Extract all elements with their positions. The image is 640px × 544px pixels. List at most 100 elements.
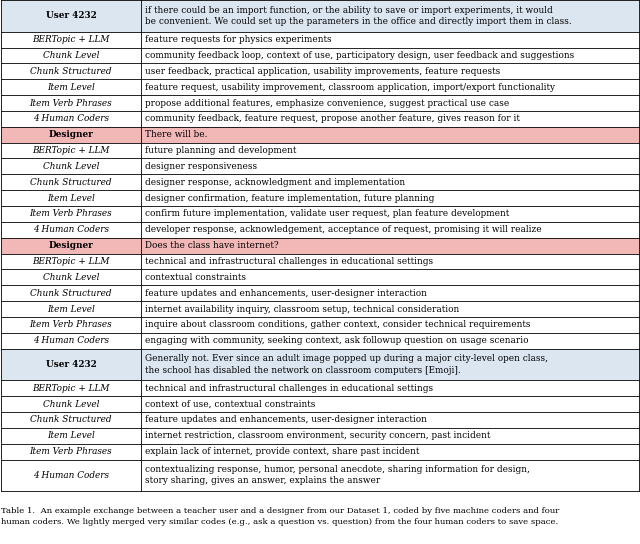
Text: Chunk Level: Chunk Level bbox=[43, 162, 99, 171]
Text: User 4232: User 4232 bbox=[45, 360, 96, 369]
Text: Chunk Structured: Chunk Structured bbox=[30, 67, 111, 76]
Bar bbox=[141, 0, 639, 32]
Bar bbox=[1, 269, 141, 285]
Bar bbox=[141, 349, 639, 380]
Bar bbox=[1, 206, 141, 222]
Text: Item Verb Phrases: Item Verb Phrases bbox=[29, 209, 112, 219]
Bar bbox=[1, 285, 141, 301]
Text: community feedback, feature request, propose another feature, gives reason for i: community feedback, feature request, pro… bbox=[145, 114, 520, 123]
Text: designer responsiveness: designer responsiveness bbox=[145, 162, 257, 171]
Text: feature request, usability improvement, classroom application, import/export fun: feature request, usability improvement, … bbox=[145, 83, 555, 91]
Bar bbox=[141, 174, 639, 190]
Text: Item Level: Item Level bbox=[47, 305, 95, 313]
Bar bbox=[141, 380, 639, 396]
Text: Item Verb Phrases: Item Verb Phrases bbox=[29, 98, 112, 108]
Text: designer response, acknowledgment and implementation: designer response, acknowledgment and im… bbox=[145, 178, 405, 187]
Bar bbox=[1, 254, 141, 269]
Text: feature requests for physics experiments: feature requests for physics experiments bbox=[145, 35, 332, 44]
Text: 4 Human Coders: 4 Human Coders bbox=[33, 336, 109, 345]
Bar bbox=[1, 32, 141, 47]
Bar bbox=[1, 412, 141, 428]
Bar bbox=[1, 317, 141, 333]
Bar bbox=[1, 174, 141, 190]
Bar bbox=[141, 428, 639, 444]
Text: Item Level: Item Level bbox=[47, 431, 95, 440]
Bar bbox=[1, 222, 141, 238]
Text: technical and infrastructural challenges in educational settings: technical and infrastructural challenges… bbox=[145, 384, 433, 393]
Text: contextualizing response, humor, personal anecdote, sharing information for desi: contextualizing response, humor, persona… bbox=[145, 465, 530, 485]
Text: contextual constraints: contextual constraints bbox=[145, 273, 246, 282]
Bar bbox=[141, 460, 639, 491]
Text: user feedback, practical application, usability improvements, feature requests: user feedback, practical application, us… bbox=[145, 67, 500, 76]
Bar bbox=[141, 95, 639, 111]
Bar bbox=[1, 333, 141, 349]
Bar bbox=[1, 349, 141, 380]
Text: BERTopic + LLM: BERTopic + LLM bbox=[32, 257, 109, 266]
Text: User 4232: User 4232 bbox=[45, 11, 96, 20]
Text: internet availability inquiry, classroom setup, technical consideration: internet availability inquiry, classroom… bbox=[145, 305, 460, 313]
Bar bbox=[141, 396, 639, 412]
Bar bbox=[1, 143, 141, 158]
Text: Table 1.  An example exchange between a teacher user and a designer from our Dat: Table 1. An example exchange between a t… bbox=[1, 507, 559, 526]
Bar bbox=[1, 444, 141, 460]
Text: confirm future implementation, validate user request, plan feature development: confirm future implementation, validate … bbox=[145, 209, 509, 219]
Text: 4 Human Coders: 4 Human Coders bbox=[33, 471, 109, 480]
Bar bbox=[141, 333, 639, 349]
Text: Chunk Level: Chunk Level bbox=[43, 400, 99, 409]
Text: Chunk Structured: Chunk Structured bbox=[30, 416, 111, 424]
Bar bbox=[141, 32, 639, 47]
Text: technical and infrastructural challenges in educational settings: technical and infrastructural challenges… bbox=[145, 257, 433, 266]
Text: Generally not. Ever since an adult image popped up during a major city-level ope: Generally not. Ever since an adult image… bbox=[145, 354, 548, 374]
Bar bbox=[141, 111, 639, 127]
Text: Item Verb Phrases: Item Verb Phrases bbox=[29, 320, 112, 329]
Bar bbox=[1, 301, 141, 317]
Bar bbox=[1, 127, 141, 143]
Bar bbox=[141, 158, 639, 174]
Bar bbox=[141, 301, 639, 317]
Text: Designer: Designer bbox=[49, 241, 93, 250]
Text: engaging with community, seeking context, ask followup question on usage scenari: engaging with community, seeking context… bbox=[145, 336, 529, 345]
Text: Chunk Structured: Chunk Structured bbox=[30, 289, 111, 298]
Text: future planning and development: future planning and development bbox=[145, 146, 296, 155]
Text: There will be.: There will be. bbox=[145, 130, 207, 139]
Bar bbox=[141, 222, 639, 238]
Text: context of use, contextual constraints: context of use, contextual constraints bbox=[145, 400, 316, 409]
Text: Item Level: Item Level bbox=[47, 194, 95, 202]
Text: BERTopic + LLM: BERTopic + LLM bbox=[32, 35, 109, 44]
Bar bbox=[141, 317, 639, 333]
Bar bbox=[1, 64, 141, 79]
Text: designer confirmation, feature implementation, future planning: designer confirmation, feature implement… bbox=[145, 194, 435, 202]
Bar bbox=[141, 444, 639, 460]
Text: Item Level: Item Level bbox=[47, 83, 95, 91]
Text: feature updates and enhancements, user-designer interaction: feature updates and enhancements, user-d… bbox=[145, 289, 427, 298]
Bar bbox=[1, 95, 141, 111]
Bar bbox=[141, 238, 639, 254]
Text: Designer: Designer bbox=[49, 130, 93, 139]
Bar bbox=[141, 47, 639, 64]
Text: Chunk Structured: Chunk Structured bbox=[30, 178, 111, 187]
Text: BERTopic + LLM: BERTopic + LLM bbox=[32, 384, 109, 393]
Bar bbox=[1, 0, 141, 32]
Bar bbox=[1, 79, 141, 95]
Text: 4 Human Coders: 4 Human Coders bbox=[33, 114, 109, 123]
Bar bbox=[141, 206, 639, 222]
Bar bbox=[1, 190, 141, 206]
Text: propose additional features, emphasize convenience, suggest practical use case: propose additional features, emphasize c… bbox=[145, 98, 509, 108]
Bar bbox=[1, 460, 141, 491]
Text: BERTopic + LLM: BERTopic + LLM bbox=[32, 146, 109, 155]
Bar bbox=[141, 143, 639, 158]
Text: Chunk Level: Chunk Level bbox=[43, 51, 99, 60]
Text: feature updates and enhancements, user-designer interaction: feature updates and enhancements, user-d… bbox=[145, 416, 427, 424]
Bar bbox=[1, 428, 141, 444]
Bar bbox=[141, 64, 639, 79]
Text: developer response, acknowledgement, acceptance of request, promising it will re: developer response, acknowledgement, acc… bbox=[145, 225, 541, 234]
Bar bbox=[1, 158, 141, 174]
Bar bbox=[141, 269, 639, 285]
Text: 4 Human Coders: 4 Human Coders bbox=[33, 225, 109, 234]
Text: community feedback loop, context of use, participatory design, user feedback and: community feedback loop, context of use,… bbox=[145, 51, 574, 60]
Text: Does the class have internet?: Does the class have internet? bbox=[145, 241, 278, 250]
Bar bbox=[141, 79, 639, 95]
Text: explain lack of internet, provide context, share past incident: explain lack of internet, provide contex… bbox=[145, 447, 419, 456]
Bar bbox=[141, 190, 639, 206]
Bar bbox=[141, 412, 639, 428]
